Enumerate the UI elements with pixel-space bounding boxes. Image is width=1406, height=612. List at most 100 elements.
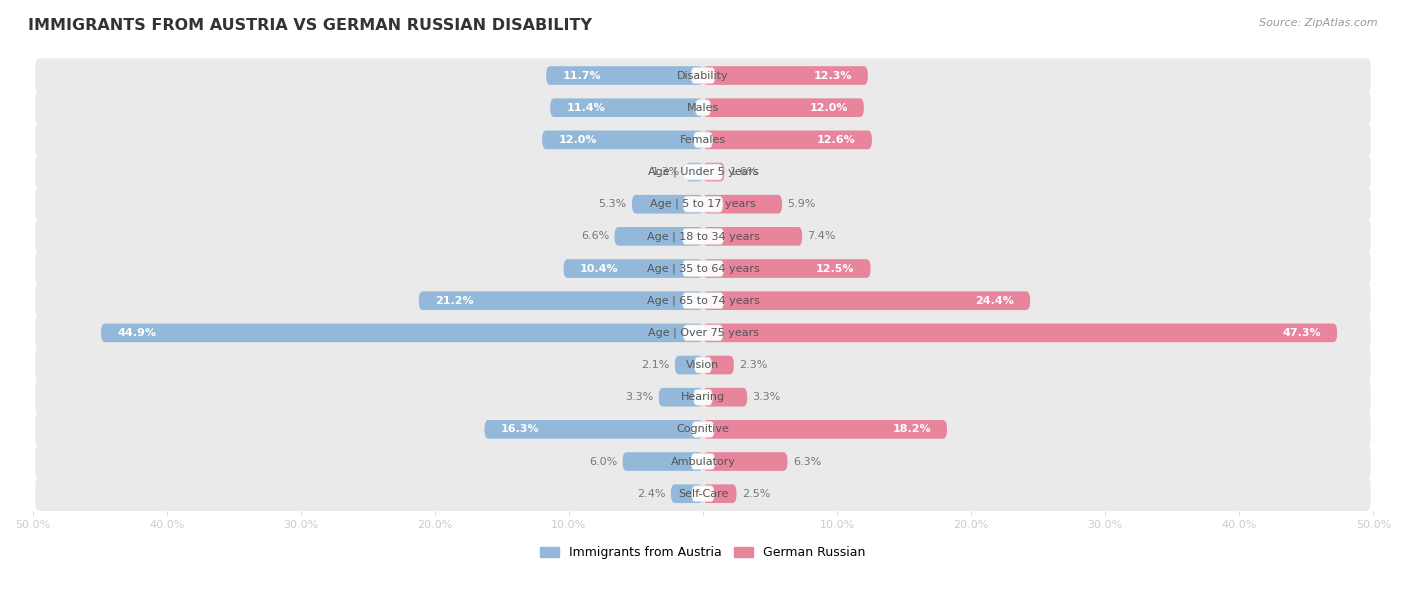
Text: 12.3%: 12.3%: [813, 70, 852, 81]
Text: 44.9%: 44.9%: [117, 328, 156, 338]
FancyBboxPatch shape: [703, 484, 737, 503]
Text: 3.3%: 3.3%: [752, 392, 780, 402]
Text: 1.3%: 1.3%: [652, 167, 681, 177]
FancyBboxPatch shape: [623, 452, 703, 471]
FancyBboxPatch shape: [703, 163, 724, 181]
Text: 2.4%: 2.4%: [637, 489, 665, 499]
Text: Source: ZipAtlas.com: Source: ZipAtlas.com: [1260, 18, 1378, 28]
FancyBboxPatch shape: [696, 100, 710, 116]
FancyBboxPatch shape: [703, 324, 1337, 342]
FancyBboxPatch shape: [675, 356, 703, 375]
FancyBboxPatch shape: [693, 132, 713, 147]
FancyBboxPatch shape: [703, 388, 747, 406]
Text: Age | 18 to 34 years: Age | 18 to 34 years: [647, 231, 759, 242]
Text: 18.2%: 18.2%: [893, 424, 931, 435]
Text: 12.5%: 12.5%: [815, 264, 855, 274]
FancyBboxPatch shape: [35, 58, 1371, 92]
FancyBboxPatch shape: [546, 66, 703, 85]
Text: 6.0%: 6.0%: [589, 457, 617, 466]
Text: 2.3%: 2.3%: [740, 360, 768, 370]
FancyBboxPatch shape: [671, 484, 703, 503]
Text: Vision: Vision: [686, 360, 720, 370]
Text: 11.4%: 11.4%: [567, 103, 605, 113]
FancyBboxPatch shape: [683, 196, 723, 212]
FancyBboxPatch shape: [682, 228, 724, 244]
FancyBboxPatch shape: [564, 259, 703, 278]
FancyBboxPatch shape: [35, 348, 1371, 382]
Text: Self-Care: Self-Care: [678, 489, 728, 499]
FancyBboxPatch shape: [35, 444, 1371, 479]
FancyBboxPatch shape: [703, 130, 872, 149]
FancyBboxPatch shape: [614, 227, 703, 245]
FancyBboxPatch shape: [35, 380, 1371, 414]
Text: 47.3%: 47.3%: [1282, 328, 1322, 338]
Text: Age | Under 5 years: Age | Under 5 years: [648, 167, 758, 177]
Text: Ambulatory: Ambulatory: [671, 457, 735, 466]
Text: 5.9%: 5.9%: [787, 199, 815, 209]
Text: 6.6%: 6.6%: [581, 231, 609, 241]
Text: 5.3%: 5.3%: [599, 199, 627, 209]
Text: Age | Over 75 years: Age | Over 75 years: [648, 327, 758, 338]
FancyBboxPatch shape: [703, 452, 787, 471]
Text: Females: Females: [681, 135, 725, 145]
FancyBboxPatch shape: [35, 219, 1371, 253]
FancyBboxPatch shape: [35, 477, 1371, 511]
Text: 16.3%: 16.3%: [501, 424, 538, 435]
FancyBboxPatch shape: [690, 67, 716, 83]
FancyBboxPatch shape: [101, 324, 703, 342]
FancyBboxPatch shape: [690, 453, 716, 469]
Text: 12.0%: 12.0%: [810, 103, 848, 113]
FancyBboxPatch shape: [703, 66, 868, 85]
Text: Age | 5 to 17 years: Age | 5 to 17 years: [650, 199, 756, 209]
FancyBboxPatch shape: [692, 422, 714, 438]
FancyBboxPatch shape: [703, 99, 863, 117]
FancyBboxPatch shape: [35, 283, 1371, 318]
FancyBboxPatch shape: [485, 420, 703, 439]
Text: 3.3%: 3.3%: [626, 392, 654, 402]
Text: 7.4%: 7.4%: [807, 231, 837, 241]
Text: 6.3%: 6.3%: [793, 457, 821, 466]
Text: 12.0%: 12.0%: [558, 135, 596, 145]
Text: Age | 65 to 74 years: Age | 65 to 74 years: [647, 296, 759, 306]
FancyBboxPatch shape: [693, 389, 713, 405]
Text: 21.2%: 21.2%: [434, 296, 474, 306]
FancyBboxPatch shape: [35, 122, 1371, 157]
FancyBboxPatch shape: [703, 291, 1031, 310]
FancyBboxPatch shape: [683, 164, 723, 180]
FancyBboxPatch shape: [659, 388, 703, 406]
Text: 11.7%: 11.7%: [562, 70, 600, 81]
Text: 1.6%: 1.6%: [730, 167, 758, 177]
Legend: Immigrants from Austria, German Russian: Immigrants from Austria, German Russian: [536, 541, 870, 564]
Text: Hearing: Hearing: [681, 392, 725, 402]
FancyBboxPatch shape: [35, 155, 1371, 189]
FancyBboxPatch shape: [35, 91, 1371, 125]
FancyBboxPatch shape: [543, 130, 703, 149]
FancyBboxPatch shape: [703, 259, 870, 278]
FancyBboxPatch shape: [686, 163, 703, 181]
FancyBboxPatch shape: [419, 291, 703, 310]
Text: 10.4%: 10.4%: [579, 264, 619, 274]
Text: 12.6%: 12.6%: [817, 135, 856, 145]
Text: 2.1%: 2.1%: [641, 360, 669, 370]
FancyBboxPatch shape: [35, 412, 1371, 447]
FancyBboxPatch shape: [682, 261, 724, 277]
FancyBboxPatch shape: [695, 357, 711, 373]
FancyBboxPatch shape: [703, 195, 782, 214]
FancyBboxPatch shape: [692, 486, 714, 502]
FancyBboxPatch shape: [682, 293, 724, 308]
Text: Males: Males: [688, 103, 718, 113]
FancyBboxPatch shape: [631, 195, 703, 214]
FancyBboxPatch shape: [550, 99, 703, 117]
Text: IMMIGRANTS FROM AUSTRIA VS GERMAN RUSSIAN DISABILITY: IMMIGRANTS FROM AUSTRIA VS GERMAN RUSSIA…: [28, 18, 592, 34]
Text: Age | 35 to 64 years: Age | 35 to 64 years: [647, 263, 759, 274]
Text: 24.4%: 24.4%: [976, 296, 1014, 306]
FancyBboxPatch shape: [703, 356, 734, 375]
FancyBboxPatch shape: [703, 420, 948, 439]
Text: Disability: Disability: [678, 70, 728, 81]
FancyBboxPatch shape: [35, 252, 1371, 286]
FancyBboxPatch shape: [35, 187, 1371, 222]
Text: 2.5%: 2.5%: [742, 489, 770, 499]
FancyBboxPatch shape: [703, 227, 803, 245]
FancyBboxPatch shape: [35, 316, 1371, 350]
Text: Cognitive: Cognitive: [676, 424, 730, 435]
